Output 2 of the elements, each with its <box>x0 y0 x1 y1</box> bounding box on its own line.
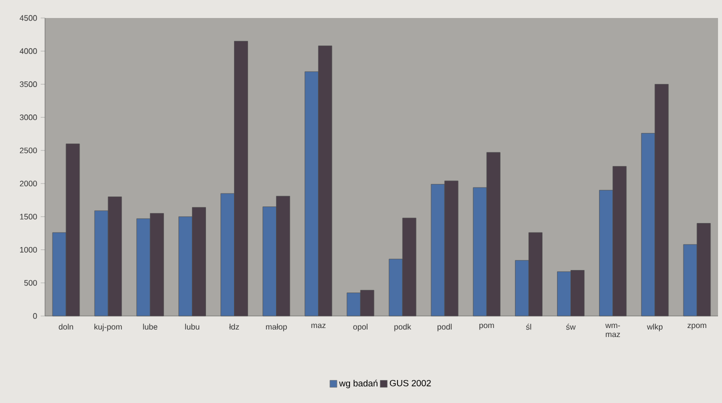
legend-label: wg badań <box>339 380 378 388</box>
legend-label: GUS 2002 <box>390 380 431 386</box>
